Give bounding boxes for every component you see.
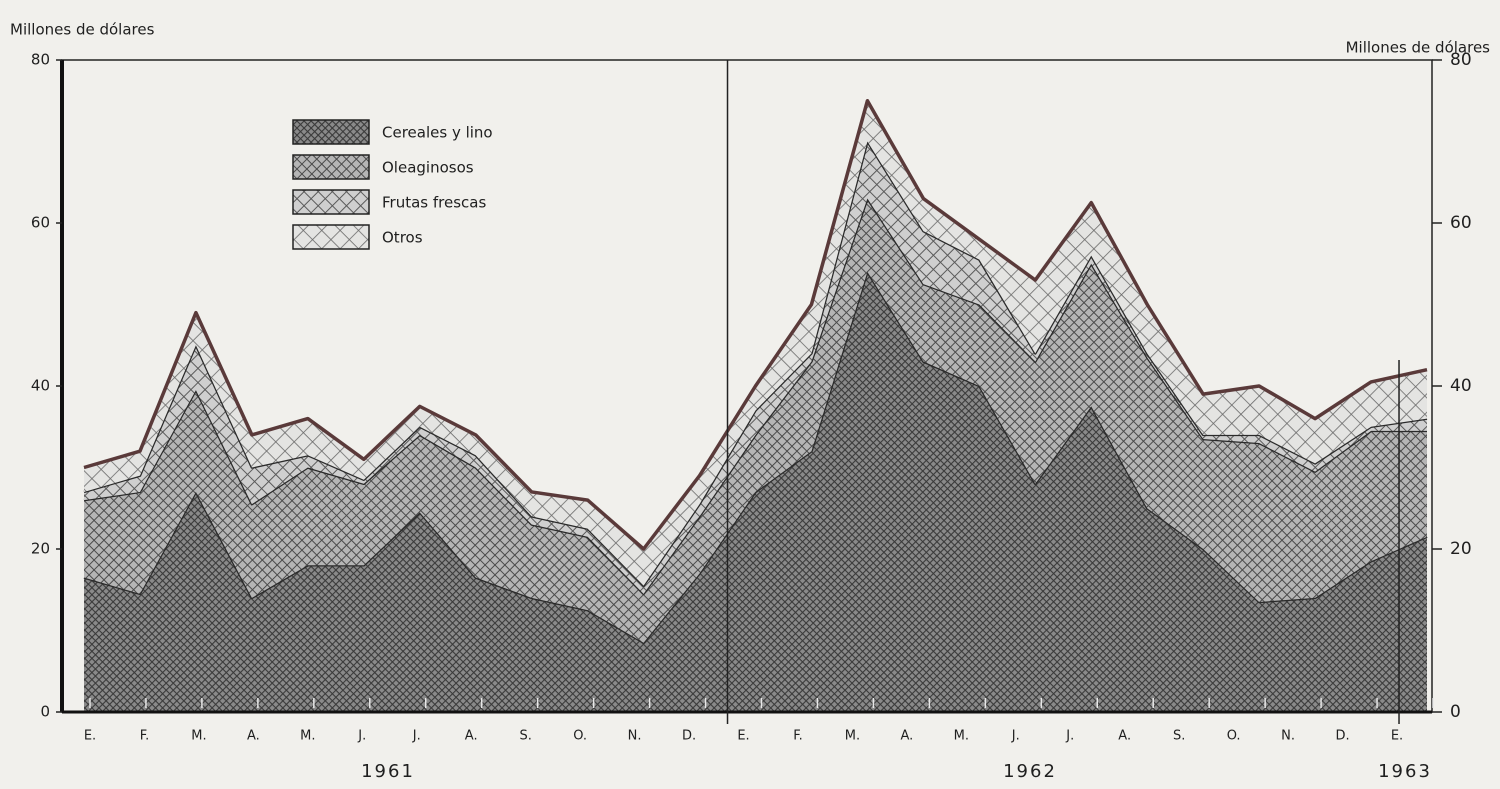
x-tick-label: A. [247, 729, 260, 744]
x-tick-label: S. [1173, 729, 1185, 744]
y-tick-label: 60 [31, 214, 50, 232]
x-tick-label: A. [1118, 729, 1131, 744]
area-edge [83, 99, 1428, 551]
x-tick-label: S. [519, 729, 531, 744]
x-tick-label: M. [191, 729, 206, 744]
legend-label: Otros [382, 229, 423, 247]
x-tick-label: N. [1281, 729, 1295, 744]
x-tick-label: N. [628, 729, 642, 744]
y2-tick-label: 20 [1450, 539, 1472, 559]
x-tick-label: A. [900, 729, 913, 744]
legend-swatch [292, 119, 370, 145]
y-tick-label: 0 [40, 703, 50, 721]
legend-swatch [292, 224, 370, 250]
legend-swatch [292, 189, 370, 215]
legend-swatch [292, 154, 370, 180]
legend-label: Frutas frescas [382, 194, 486, 212]
x-tick-label: E. [737, 729, 749, 744]
x-tick-label: M. [300, 729, 315, 744]
y2-tick-label: 0 [1450, 702, 1461, 722]
x-tick-label: J. [1065, 729, 1074, 744]
year-label: 1961 [361, 761, 415, 782]
x-tick-label: J. [357, 729, 366, 744]
legend-label: Cereales y lino [382, 124, 493, 142]
y2-tick-label: 40 [1450, 376, 1472, 396]
year-label: 1963 [1378, 761, 1432, 782]
area [84, 100, 1427, 586]
y-tick-label: 80 [31, 51, 50, 69]
y2-axis-label: Millones de dólares [1346, 39, 1491, 57]
x-tick-label: D. [682, 729, 696, 744]
x-tick-label: J. [1011, 729, 1020, 744]
x-tick-label: J. [412, 729, 421, 744]
y2-tick-label: 60 [1450, 213, 1472, 233]
year-label: 1962 [1003, 761, 1057, 782]
x-tick-label: O. [573, 729, 587, 744]
area [84, 198, 1427, 643]
x-tick-label: D. [1335, 729, 1349, 744]
x-tick-label: M. [954, 729, 969, 744]
x-tick-label: A. [465, 729, 478, 744]
legend-label: Oleaginosos [382, 159, 474, 177]
y-tick-label: 20 [31, 540, 50, 558]
x-tick-label: F. [793, 729, 803, 744]
x-tick-label: E. [1391, 729, 1403, 744]
x-tick-label: M. [845, 729, 860, 744]
y-axis-label: Millones de dólares [10, 21, 155, 39]
y-tick-label: 40 [31, 377, 50, 395]
x-tick-label: F. [140, 729, 150, 744]
y2-tick-label: 80 [1450, 50, 1472, 70]
x-tick-label: E. [84, 729, 96, 744]
x-tick-label: O. [1227, 729, 1241, 744]
